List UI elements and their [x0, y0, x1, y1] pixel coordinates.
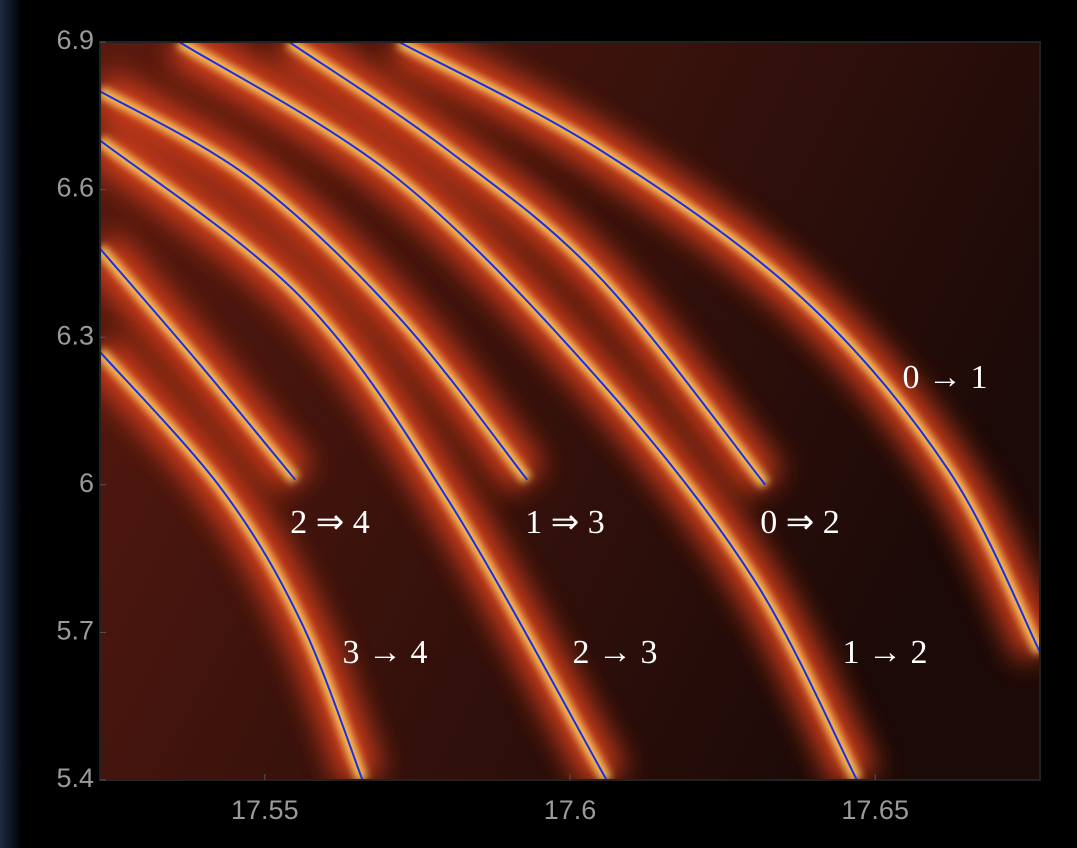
- y-tick-label: 5.7: [56, 616, 94, 646]
- transition-label: 0 ⇒ 2: [760, 504, 840, 541]
- transition-label: 1 → 2: [843, 634, 928, 671]
- x-tick-label: 17.55: [231, 795, 299, 825]
- transition-label: 3 → 4: [343, 634, 428, 671]
- x-tick-label: 17.6: [544, 795, 597, 825]
- y-tick-label: 5.4: [56, 763, 94, 793]
- transition-label: 1 ⇒ 3: [525, 504, 605, 541]
- page: {"chart_data": {"type": "line", "xlim": …: [0, 0, 1077, 848]
- transition-label: 2 → 3: [573, 634, 658, 671]
- y-tick-label: 6.6: [56, 173, 94, 203]
- y-tick-label: 6.9: [56, 25, 94, 55]
- transition-label: 2 ⇒ 4: [290, 504, 370, 541]
- x-tick-label: 17.65: [841, 795, 909, 825]
- window-edge: [0, 0, 22, 848]
- y-tick-label: 6: [79, 468, 94, 498]
- transition-label: 0 → 1: [903, 359, 988, 396]
- y-tick-label: 6.3: [56, 320, 94, 350]
- chart: 5.4 5.7 6 6.3 6.6 6.9 17.55 17.6 17.65 0 → 1 0 ⇒ 2…: [0, 0, 1077, 848]
